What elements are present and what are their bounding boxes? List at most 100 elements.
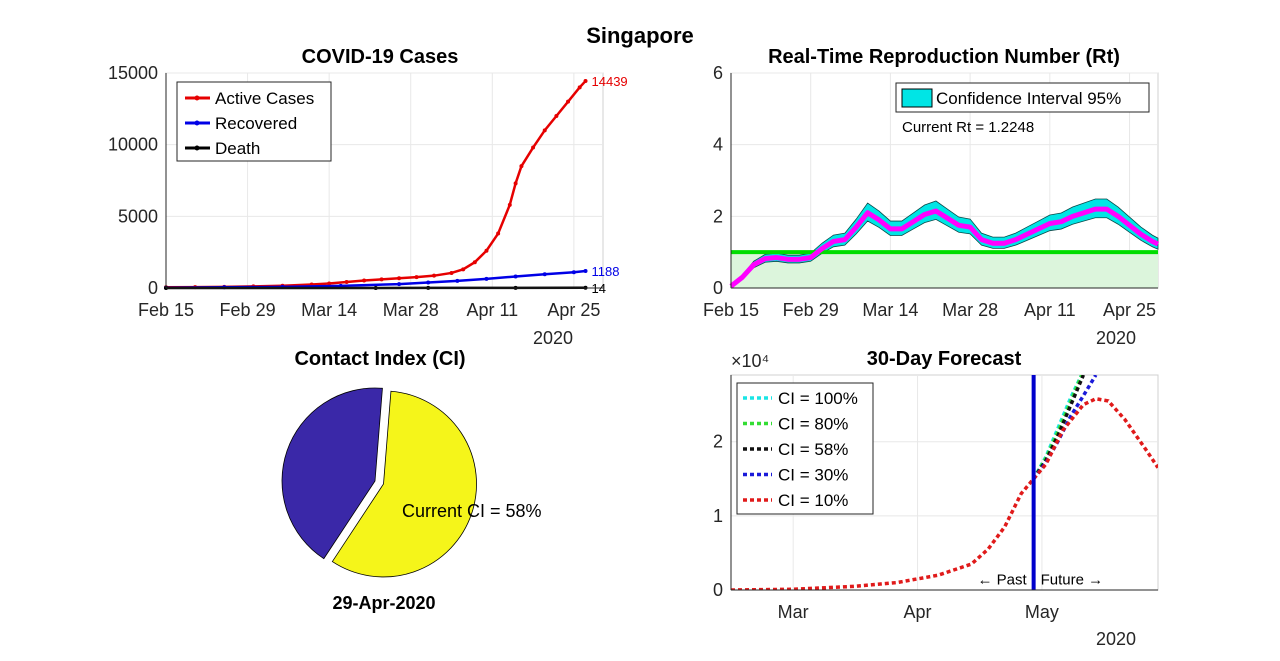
- cases-y-tick-label: 0: [148, 278, 158, 298]
- cases-data-point: [554, 114, 559, 118]
- cases-data-point: [397, 276, 402, 281]
- rt-current-annotation: Current Rt = 1.2248: [902, 119, 1034, 136]
- rt-y-ticks: 0 2 4 6: [713, 63, 723, 298]
- cases-title: COVID-19 Cases: [302, 46, 459, 68]
- cases-data-point: [327, 281, 332, 286]
- forecast-x-tick-label: Apr: [904, 602, 932, 622]
- rt-y-tick-label: 0: [713, 278, 723, 298]
- rt-y-tick-label: 6: [713, 63, 723, 83]
- forecast-legend-label: CI = 58%: [778, 440, 848, 459]
- forecast-x-ticks: Mar Apr May: [778, 602, 1059, 622]
- ci-slice-label: Current CI = 58%: [402, 501, 542, 521]
- cases-data-point: [484, 248, 489, 253]
- cases-data-point: [513, 181, 518, 186]
- cases-data-point: [362, 278, 367, 283]
- cases-data-point: [542, 128, 547, 133]
- forecast-year-label: 2020: [1096, 629, 1136, 649]
- rt-legend-label: Confidence Interval 95%: [936, 89, 1121, 108]
- forecast-y-tick-label: 1: [713, 506, 723, 526]
- cases-end-label: 14439: [592, 74, 628, 89]
- cases-data-point: [531, 145, 536, 150]
- cases-x-ticks: Feb 15 Feb 29 Mar 14 Mar 28 Apr 11 Apr 25: [138, 300, 600, 320]
- cases-year-label: 2020: [533, 328, 573, 348]
- rt-x-tick-label: Mar 14: [862, 300, 918, 320]
- cases-x-tick-label: Apr 11: [466, 300, 518, 320]
- cases-y-tick-label: 10000: [108, 135, 158, 155]
- forecast-title: 30-Day Forecast: [867, 348, 1022, 370]
- cases-data-point: [455, 278, 460, 283]
- cases-data-point: [432, 273, 437, 278]
- cases-data-point: [379, 277, 384, 282]
- forecast-y-tick-label: 0: [713, 580, 723, 600]
- cases-data-point: [513, 274, 518, 279]
- forecast-panel: 30-Day Forecast ← Past Future → Mar Apr Ma…: [713, 348, 1159, 649]
- forecast-y-ticks: 0 1 2: [713, 432, 723, 600]
- legend-recovered: Recovered: [215, 114, 297, 133]
- forecast-legend-label: CI = 100%: [778, 389, 858, 408]
- cases-y-tick-label: 5000: [118, 206, 158, 226]
- forecast-legend: CI = 100% CI = 80% CI = 58% CI = 30% CI = 10…: [736, 382, 874, 515]
- forecast-series: [731, 375, 1158, 590]
- cases-data-point: [577, 85, 582, 90]
- cases-end-label: 1188: [592, 264, 620, 279]
- cases-data-point: [571, 270, 576, 275]
- cases-data-point: [566, 99, 571, 104]
- cases-data-point: [519, 164, 524, 169]
- rt-x-tick-label: Apr 25: [1103, 300, 1156, 320]
- cases-x-tick-label: Feb 29: [220, 300, 276, 320]
- rt-y-tick-label: 2: [713, 206, 723, 226]
- cases-data-point: [344, 279, 349, 284]
- cases-x-tick-label: Mar 28: [383, 300, 439, 320]
- legend-active-cases: Active Cases: [215, 89, 314, 108]
- figure-title: Singapore: [586, 23, 694, 48]
- pie-slice: [281, 387, 383, 560]
- rt-panel: Real-Time Reproduction Number (Rt) Feb 1…: [703, 46, 1160, 348]
- cases-panel: COVID-19 Cases Feb 15 Feb 29 Mar 14 Mar 28 A…: [108, 46, 628, 348]
- forecast-future-label: Future →: [1041, 572, 1104, 589]
- legend-death: Death: [215, 139, 260, 158]
- cases-data-point: [449, 270, 454, 275]
- cases-y-tick-label: 15000: [108, 63, 158, 83]
- ci-date-label: 29-Apr-2020: [332, 593, 435, 613]
- rt-title: Real-Time Reproduction Number (Rt): [768, 46, 1120, 68]
- ci-pie: [281, 387, 477, 578]
- forecast-y-tick-label: 2: [713, 432, 723, 452]
- forecast-legend-label: CI = 30%: [778, 466, 848, 485]
- cases-data-point: [461, 267, 466, 272]
- cases-data-point: [484, 276, 489, 281]
- forecast-past-label: ← Past: [977, 572, 1027, 589]
- pie-slice: [331, 390, 477, 578]
- cases-data-point: [397, 282, 402, 287]
- cases-data-point: [414, 275, 419, 280]
- forecast-legend-label: CI = 10%: [778, 491, 848, 510]
- cases-x-tick-label: Mar 14: [301, 300, 357, 320]
- ci-title: Contact Index (CI): [294, 348, 465, 370]
- cases-data-point: [472, 260, 477, 265]
- rt-x-ticks: Feb 15 Feb 29 Mar 14 Mar 28 Apr 11 Apr 25: [703, 300, 1156, 320]
- rt-legend: Confidence Interval 95%: [895, 82, 1150, 113]
- rt-year-label: 2020: [1096, 328, 1136, 348]
- rt-x-tick-label: Feb 29: [783, 300, 839, 320]
- cases-data-point: [507, 202, 512, 207]
- cases-x-tick-label: Apr 25: [547, 300, 600, 320]
- ci-panel: Contact Index (CI) Current CI = 58% 29-A…: [281, 348, 542, 613]
- forecast-y-exponent: ×10⁴: [731, 351, 769, 371]
- cases-data-point: [496, 231, 501, 236]
- rt-x-tick-label: Apr 11: [1024, 300, 1076, 320]
- rt-x-tick-label: Mar 28: [942, 300, 998, 320]
- cases-data-point: [426, 280, 431, 285]
- cases-data-point: [583, 268, 588, 273]
- rt-line: [729, 206, 1160, 289]
- cases-data-point: [542, 272, 547, 277]
- forecast-x-tick-label: Mar: [778, 602, 809, 622]
- cases-legend: Active Cases Recovered Death: [176, 81, 332, 162]
- forecast-x-tick-label: May: [1025, 602, 1059, 622]
- cases-data-point: [583, 79, 588, 84]
- forecast-legend-label: CI = 80%: [778, 415, 848, 434]
- forecast-series-line: [731, 396, 1158, 590]
- cases-y-ticks: 0 5000 10000 15000: [108, 63, 158, 298]
- rt-x-tick-label: Feb 15: [703, 300, 759, 320]
- cases-x-tick-label: Feb 15: [138, 300, 194, 320]
